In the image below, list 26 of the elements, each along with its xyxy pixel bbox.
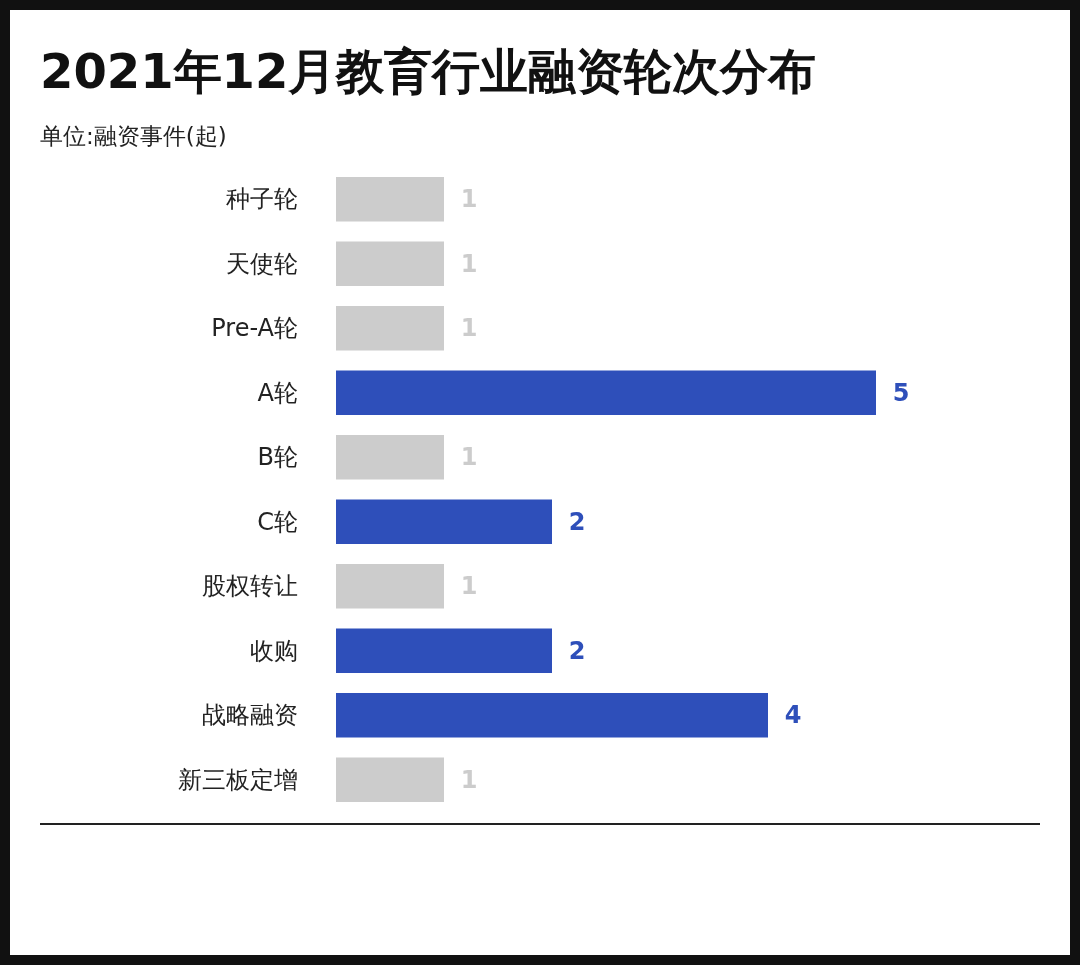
- bar: [336, 757, 444, 802]
- data-label: 4: [784, 701, 802, 730]
- bar: [336, 628, 552, 673]
- bar: [336, 499, 552, 544]
- bar: [336, 435, 444, 480]
- bar: [336, 177, 444, 222]
- y-tick-label: B轮: [257, 443, 298, 472]
- y-tick-label: 天使轮: [226, 249, 298, 278]
- bar: [336, 564, 444, 609]
- y-tick-label: 收购: [250, 636, 298, 665]
- bar: [336, 693, 768, 738]
- chart-title: 2021年12月教育行业融资轮次分布: [40, 43, 817, 99]
- y-tick-label: 战略融资: [202, 701, 298, 730]
- y-tick-label: A轮: [257, 378, 298, 407]
- y-tick-label: 股权转让: [202, 572, 298, 601]
- bar: [336, 370, 876, 415]
- text: 单位:融资事件(起): [40, 123, 227, 149]
- data-label: 2: [568, 636, 586, 665]
- y-tick-label: C轮: [257, 507, 298, 536]
- y-tick-label: 新三板定增: [178, 765, 298, 794]
- bar: [336, 306, 444, 351]
- data-label: 5: [892, 378, 910, 407]
- y-tick-label: Pre-A轮: [211, 314, 298, 343]
- bar: [336, 241, 444, 286]
- y-tick-label: 种子轮: [226, 185, 298, 214]
- data-label: 2: [568, 507, 586, 536]
